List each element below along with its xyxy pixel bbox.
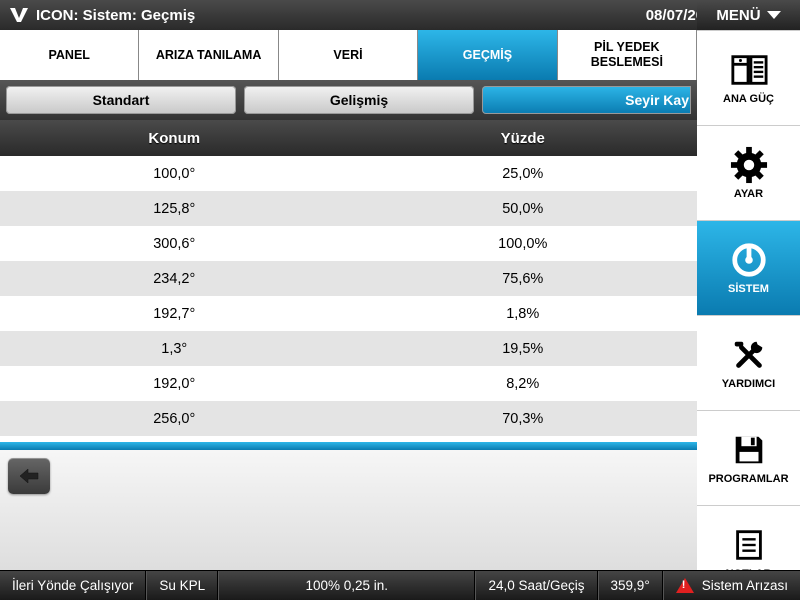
power-panel-icon (730, 51, 768, 89)
tab-standart[interactable]: Standart (6, 86, 236, 114)
brand-logo-icon (10, 8, 28, 22)
sidebar-item-label: AYAR (734, 189, 763, 200)
alert-icon (676, 578, 694, 593)
table-row[interactable]: 300,6°100,0% (0, 226, 697, 261)
menu-header[interactable]: MENÜ (697, 0, 800, 30)
table-row[interactable]: 100,0°25,0% (0, 156, 697, 191)
primary-tabs: PANEL ARIZA TANILAMA VERİ GEÇMİŞ PİL YED… (0, 30, 697, 80)
secondary-tabs: Standart Gelişmiş Seyir Kay (0, 80, 697, 120)
back-button[interactable] (8, 458, 50, 494)
table-row[interactable]: 234,2°75,6% (0, 261, 697, 296)
table-row[interactable]: 1,3°19,5% (0, 331, 697, 366)
col-yuzde: Yüzde (349, 120, 698, 156)
sidebar-item-label: PROGRAMLAR (708, 474, 788, 485)
gear-icon (730, 146, 768, 184)
col-konum: Konum (0, 120, 349, 156)
sidebar-item-programlar[interactable]: PROGRAMLAR (697, 410, 800, 505)
tab-veri[interactable]: VERİ (279, 30, 418, 80)
table-row[interactable]: 192,0°8,2% (0, 366, 697, 401)
sidebar-item-ayar[interactable]: AYAR (697, 125, 800, 220)
status-alert[interactable]: Sistem Arızası (663, 571, 800, 600)
tab-gelismis[interactable]: Gelişmiş (244, 86, 474, 114)
dial-icon (730, 241, 768, 279)
table-row[interactable]: 256,0°70,3% (0, 401, 697, 436)
status-water: Su KPL (146, 571, 218, 600)
tools-icon (730, 336, 768, 374)
tab-seyir-kaydi[interactable]: Seyir Kay (482, 86, 691, 114)
tab-gecmis[interactable]: GEÇMİŞ (418, 30, 557, 80)
chevron-down-icon (767, 11, 781, 19)
page-title: ICON: Sistem: Geçmiş (36, 7, 646, 24)
table-header: Konum Yüzde (0, 120, 697, 156)
status-angle: 359,9° (598, 571, 663, 600)
tab-pil-yedek[interactable]: PİL YEDEK BESLEMESİ (558, 30, 697, 80)
sidebar-item-label: ANA GÜÇ (723, 94, 774, 105)
status-depth: 100% 0,25 in. (218, 571, 475, 600)
status-bar: İleri Yönde Çalışıyor Su KPL 100% 0,25 i… (0, 570, 800, 600)
history-table: Konum Yüzde 100,0°25,0% 125,8°50,0% 300,… (0, 120, 697, 600)
title-bar: ICON: Sistem: Geçmiş 08/07/2016 12:20 PM (0, 0, 800, 30)
tab-ariza-tanilama[interactable]: ARIZA TANILAMA (139, 30, 278, 80)
status-mode: İleri Yönde Çalışıyor (0, 571, 146, 600)
tab-panel[interactable]: PANEL (0, 30, 139, 80)
content-pane: PANEL ARIZA TANILAMA VERİ GEÇMİŞ PİL YED… (0, 30, 697, 600)
side-menu: MENÜ ANA GÜÇ (697, 30, 800, 600)
status-hours: 24,0 Saat/Geçiş (475, 571, 597, 600)
table-row[interactable]: 192,7°1,8% (0, 296, 697, 331)
arrow-left-icon (18, 467, 40, 485)
table-row[interactable]: 125,8°50,0% (0, 191, 697, 226)
sidebar-item-ana-guc[interactable]: ANA GÜÇ (697, 30, 800, 125)
sidebar-item-yardimci[interactable]: YARDIMCI (697, 315, 800, 410)
notes-icon (730, 526, 768, 564)
sidebar-item-label: SİSTEM (728, 284, 769, 295)
separator-bar (0, 442, 697, 450)
save-icon (730, 431, 768, 469)
sidebar-item-label: YARDIMCI (722, 379, 775, 390)
sidebar-item-sistem[interactable]: SİSTEM (697, 220, 800, 315)
